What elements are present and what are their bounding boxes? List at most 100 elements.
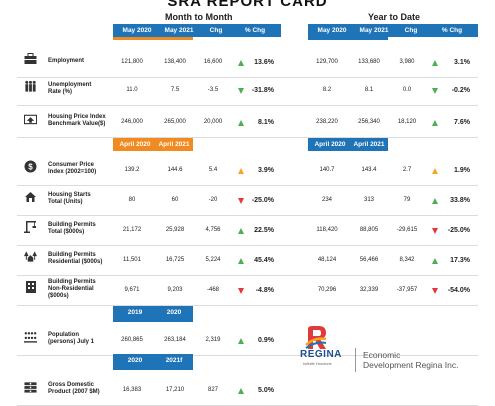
table-row: $ Consumer Price Index (2002=100) 139.2 144.… (0, 158, 495, 186)
down-arrow-icon (432, 227, 438, 234)
month-value: 263,184 (164, 337, 186, 343)
april-column-header: April 2020 April 2021 (113, 138, 193, 151)
ytd-value: 140.7 (319, 167, 335, 173)
house-money-icon (24, 112, 37, 125)
row-divider (17, 77, 478, 78)
ytd-value: 313 (363, 197, 374, 203)
row-label: Housing Price Index Benchmark Value($) (48, 114, 106, 127)
ytd-value: 48,124 (317, 257, 337, 263)
month-value: 60 (171, 197, 179, 203)
row-label: Employment (48, 57, 85, 64)
month-value: 265,000 (164, 119, 186, 125)
table-row: Employment 121,800 138,400 16,600 13.6% 129,7… (0, 50, 495, 78)
ytd-pct-change: 7.6% (454, 118, 470, 126)
row-divider (17, 105, 478, 106)
gdp-header-underline (113, 367, 193, 370)
row-label: Population (persons) July 1 (48, 332, 95, 345)
month-value: 16,600 (203, 59, 223, 65)
edr-line2: Development Regina Inc. (363, 360, 459, 370)
col-april-2021: April 2021 (158, 141, 190, 148)
ytd-value: -29,615 (396, 227, 418, 233)
table-row: Building Permits Residential ($000s) 11,50… (0, 248, 495, 276)
month-value: 17,210 (165, 387, 185, 393)
ytd-pct-change: 3.1% (454, 58, 470, 66)
row-label: Building Permits Non-Residential ($000s) (48, 278, 96, 299)
ytd-pct-change: 33.8% (450, 196, 470, 204)
regina-tagline: Infinite Horizons (303, 361, 332, 366)
month-pct-change: -4.8% (255, 286, 274, 294)
up-arrow-icon (432, 257, 438, 264)
month-value: 4,756 (205, 227, 221, 233)
up-arrow-icon (238, 227, 244, 234)
down-arrow-icon (238, 287, 244, 294)
col-may-2021: May 2021 (164, 27, 194, 34)
month-pct-change: 45.4% (254, 256, 274, 264)
table-row: Gross Domestic Product (2007 $M) 16,383 17,… (0, 378, 495, 406)
money-stack-icon (24, 380, 37, 393)
ytd-pct-change: 17.3% (450, 256, 470, 264)
row-divider (17, 137, 478, 138)
ytd-value: 32,339 (359, 287, 379, 293)
up-arrow-icon (238, 387, 244, 394)
ytd-value: 0.0 (402, 87, 412, 93)
month-value: 5.4 (208, 167, 218, 173)
col-pct-chg: % Chg (441, 27, 463, 34)
col-may-2020: May 2020 (317, 27, 347, 34)
col-pct-chg: % Chg (244, 27, 266, 34)
month-value: 9,203 (167, 287, 183, 293)
ytd-value: 79 (403, 197, 411, 203)
population-icon (24, 330, 37, 343)
table-row: Unemployment Rate (%) 11.0 7.5 -3.5 -31.8% 8.2… (0, 78, 495, 106)
down-arrow-icon (432, 87, 438, 94)
ytd-pct-change: 1.9% (454, 166, 470, 174)
row-divider (17, 245, 478, 246)
col-april-2021: April 2021 (353, 141, 385, 148)
house-icon (24, 190, 37, 203)
month-pct-change: 22.5% (254, 226, 274, 234)
ytd-value: -37,957 (396, 287, 418, 293)
regina-wordmark: REGINA (300, 349, 342, 360)
row-divider (17, 305, 478, 306)
table-row: Building Permits Non-Residential ($000s) 9,… (0, 278, 495, 306)
col-2021f: 2021f (165, 357, 183, 364)
row-divider (17, 185, 478, 186)
briefcase-icon (24, 52, 37, 65)
up-arrow-icon (432, 167, 438, 174)
month-pct-change: 13.6% (254, 58, 274, 66)
col-april-2020: April 2020 (119, 141, 151, 148)
up-arrow-icon (432, 119, 438, 126)
month-header-underline (113, 37, 193, 40)
month-value: 16,383 (122, 387, 142, 393)
up-arrow-icon (238, 119, 244, 126)
month-value: 25,928 (165, 227, 185, 233)
month-value: -20 (208, 197, 218, 203)
year-column-header: May 2020 May 2021 Chg % Chg (308, 24, 478, 37)
ytd-value: 8,342 (399, 257, 415, 263)
month-column-header: May 2020 May 2021 Chg % Chg (113, 24, 281, 37)
gdp-column-header: 2020 2021f (113, 354, 193, 367)
month-value: 260,865 (121, 337, 143, 343)
month-value: 16,725 (165, 257, 185, 263)
row-label: Consumer Price Index (2002=100) (48, 162, 97, 175)
office-building-icon (24, 280, 37, 293)
row-label: Building Permits Residential ($000s) (48, 252, 103, 265)
row-label: Unemployment Rate (%) (48, 82, 92, 95)
ytd-value: 133,680 (358, 59, 380, 65)
year-to-date-heading: Year to Date (368, 12, 421, 22)
month-value: 144.6 (167, 167, 183, 173)
month-pct-change: -25.0% (251, 196, 274, 204)
row-divider (17, 355, 478, 356)
col-2020: 2020 (127, 357, 143, 364)
month-pct-change: 5.0% (258, 386, 274, 394)
up-arrow-icon (238, 337, 244, 344)
up-arrow-icon (238, 167, 244, 174)
table-row: Building Permits Total ($000s) 21,172 25,92… (0, 218, 495, 246)
month-value: 827 (207, 387, 218, 393)
svg-text:$: $ (28, 163, 33, 172)
page-title: SRA REPORT CARD (167, 0, 328, 10)
month-value: 138,400 (164, 59, 186, 65)
col-chg: Chg (209, 27, 223, 34)
up-arrow-icon (432, 59, 438, 66)
col-2019: 2019 (127, 309, 143, 316)
people-icon (24, 80, 37, 93)
